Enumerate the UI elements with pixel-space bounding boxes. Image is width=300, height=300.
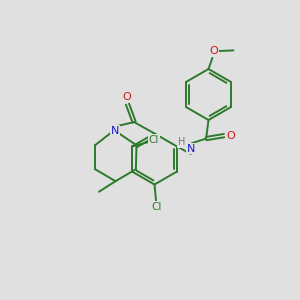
Text: O: O: [209, 46, 218, 56]
Text: O: O: [226, 130, 235, 141]
Text: H: H: [178, 137, 185, 147]
Text: N: N: [187, 143, 195, 154]
Text: N: N: [111, 126, 119, 136]
Text: O: O: [122, 92, 131, 102]
Text: Cl: Cl: [152, 202, 162, 212]
Text: Cl: Cl: [149, 135, 159, 145]
